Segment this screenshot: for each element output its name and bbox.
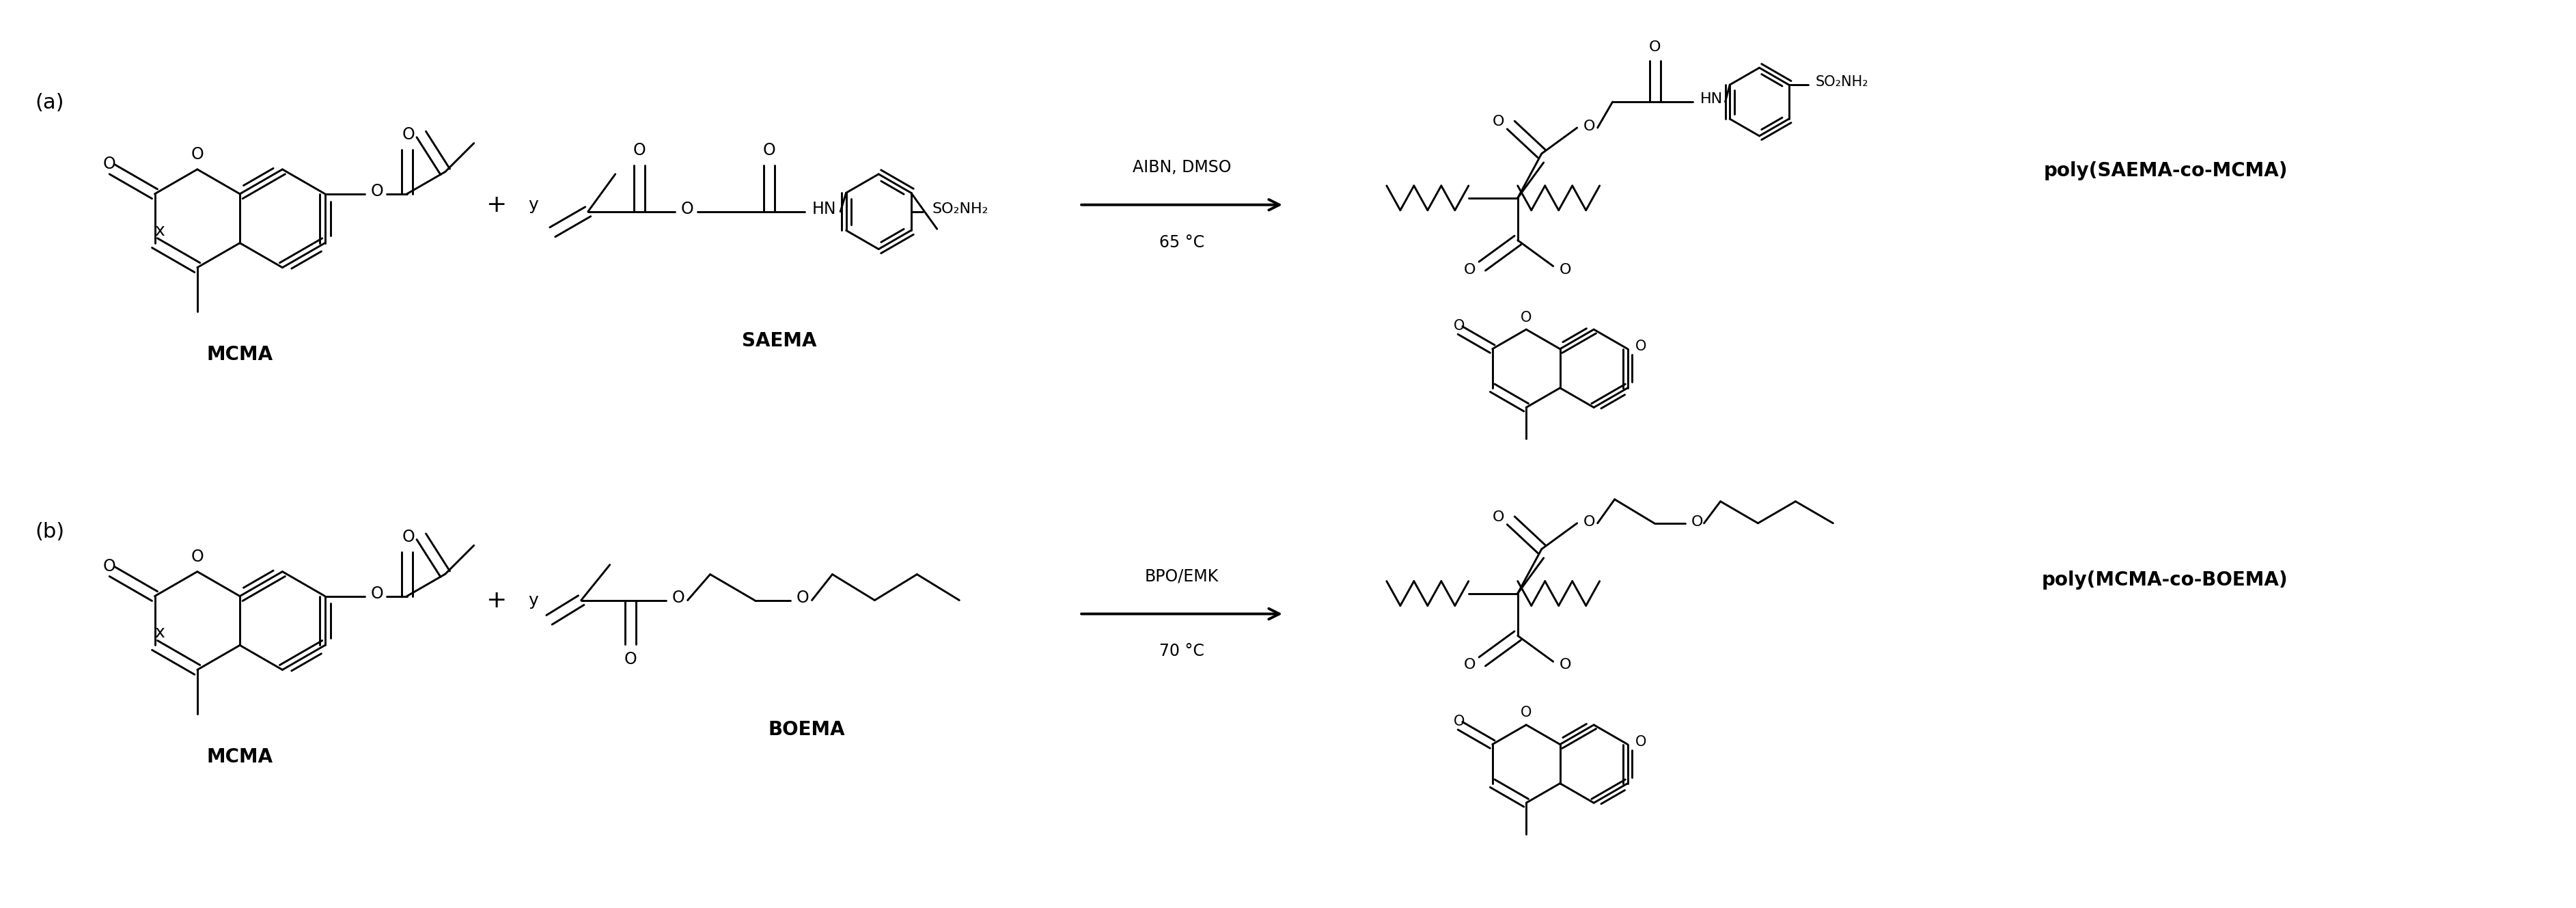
Text: O: O: [371, 183, 384, 200]
Text: O: O: [1453, 320, 1466, 333]
Text: O: O: [1463, 262, 1476, 276]
Text: HN: HN: [811, 201, 837, 217]
Text: O: O: [634, 143, 647, 159]
Text: O: O: [402, 126, 415, 143]
Text: y: y: [528, 592, 538, 608]
Text: O: O: [1492, 114, 1504, 128]
Text: (b): (b): [36, 522, 64, 542]
Text: O: O: [1584, 515, 1595, 528]
Text: poly(MCMA-co-BOEMA): poly(MCMA-co-BOEMA): [2040, 570, 2287, 589]
Text: (a): (a): [36, 93, 64, 113]
Text: BOEMA: BOEMA: [768, 720, 845, 739]
Text: y: y: [528, 197, 538, 213]
Text: MCMA: MCMA: [206, 345, 273, 364]
Text: 70 °C: 70 °C: [1159, 643, 1206, 659]
Text: O: O: [680, 201, 693, 217]
Text: O: O: [1453, 715, 1466, 728]
Text: O: O: [1520, 706, 1533, 720]
Text: O: O: [103, 558, 116, 575]
Text: O: O: [672, 589, 685, 606]
Text: poly(SAEMA-co-MCMA): poly(SAEMA-co-MCMA): [2043, 161, 2287, 181]
Text: O: O: [1636, 735, 1646, 749]
Text: AIBN, DMSO: AIBN, DMSO: [1133, 159, 1231, 175]
Text: O: O: [1584, 120, 1595, 133]
Text: O: O: [402, 528, 415, 545]
Text: SAEMA: SAEMA: [742, 331, 817, 350]
Text: O: O: [1463, 658, 1476, 672]
Text: O: O: [1520, 311, 1533, 324]
Text: 65 °C: 65 °C: [1159, 234, 1206, 251]
Text: SO₂NH₂: SO₂NH₂: [933, 202, 989, 216]
Text: O: O: [371, 586, 384, 602]
Text: O: O: [1636, 340, 1646, 353]
Text: O: O: [1649, 41, 1662, 54]
Text: O: O: [191, 548, 204, 565]
Text: BPO/EMK: BPO/EMK: [1144, 568, 1218, 585]
Text: O: O: [191, 146, 204, 163]
Text: x: x: [155, 222, 165, 239]
Text: O: O: [623, 651, 636, 667]
Text: SO₂NH₂: SO₂NH₂: [1816, 75, 1868, 89]
Text: O: O: [1558, 262, 1571, 276]
Text: MCMA: MCMA: [206, 747, 273, 766]
Text: O: O: [1492, 510, 1504, 524]
Text: +: +: [484, 588, 507, 612]
Text: O: O: [1692, 515, 1703, 528]
Text: O: O: [1558, 658, 1571, 672]
Text: HN: HN: [1700, 93, 1723, 106]
Text: x: x: [155, 625, 165, 641]
Text: O: O: [103, 155, 116, 173]
Text: O: O: [762, 143, 775, 159]
Text: +: +: [484, 193, 507, 216]
Text: O: O: [796, 589, 809, 606]
